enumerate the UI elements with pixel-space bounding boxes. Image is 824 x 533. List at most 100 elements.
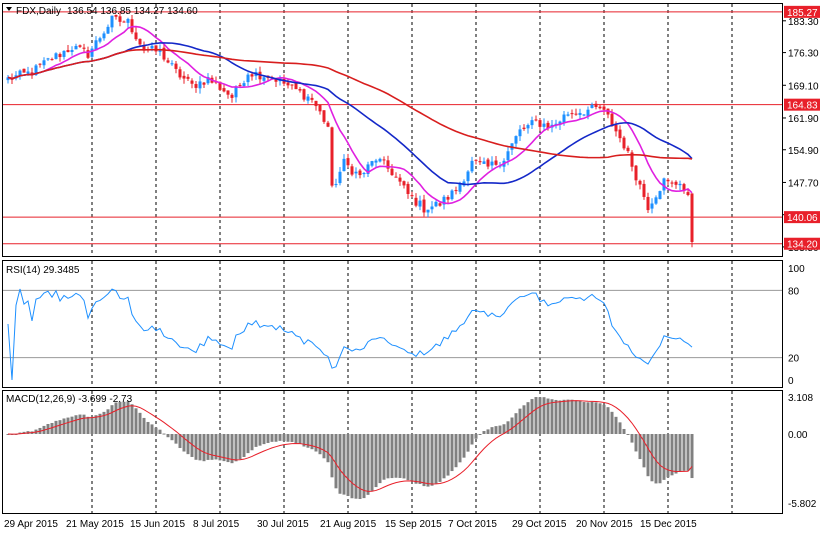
macd-bar	[550, 399, 554, 434]
candle-body	[650, 203, 654, 209]
macd-bar	[138, 412, 142, 434]
macd-bar	[74, 415, 78, 434]
macd-signal-polyline	[7, 400, 693, 492]
macd-bar	[298, 434, 302, 444]
panel-frames	[2, 3, 783, 514]
macd-bar	[214, 434, 218, 460]
candle-body	[506, 151, 510, 161]
macd-bar	[530, 399, 534, 434]
price-level-label: 140.06	[787, 213, 818, 224]
candle-body	[658, 191, 662, 200]
candle-body	[58, 54, 62, 58]
macd-bar	[542, 397, 546, 434]
macd-bar	[102, 411, 106, 434]
candle-body	[642, 183, 646, 197]
macd-bar	[494, 426, 498, 434]
candle-body	[334, 184, 338, 186]
candle-body	[610, 113, 614, 127]
moving-averages	[7, 25, 693, 205]
candle-body	[178, 69, 182, 78]
macd-bar	[330, 434, 334, 478]
candlesticks	[6, 11, 694, 248]
macd-bar	[570, 399, 574, 434]
macd-bar	[638, 434, 642, 460]
candle-body	[654, 197, 658, 204]
macd-bar	[306, 434, 310, 448]
macd-bar	[634, 434, 638, 452]
candle-body	[398, 177, 402, 182]
macd-bar	[606, 407, 610, 434]
macd-bar	[350, 434, 354, 499]
dropdown-triangle-icon[interactable]	[6, 7, 12, 11]
macd-bar	[86, 416, 90, 434]
candle-body	[170, 63, 174, 65]
candle-body	[186, 76, 190, 79]
rsi-line	[7, 288, 693, 381]
macd-bar	[610, 411, 614, 434]
symbol-label[interactable]: FDX,Daily	[16, 6, 61, 17]
macd-bar	[278, 434, 282, 441]
candle-body	[206, 77, 210, 84]
macd-bar	[406, 434, 410, 481]
macd-bar	[674, 434, 678, 474]
candle-body	[102, 33, 106, 39]
macd-bar	[470, 434, 474, 445]
macd-bar	[310, 434, 314, 450]
ohlc-values: 136.54 136.85 134.27 134.60	[67, 6, 198, 17]
candle-body	[246, 74, 250, 83]
candle-body	[86, 50, 90, 58]
macd-bar	[482, 431, 486, 434]
candle-body	[418, 200, 422, 207]
macd-bar	[166, 434, 170, 438]
candle-body	[522, 127, 526, 129]
candle-body	[490, 161, 494, 166]
macd-bar	[126, 401, 130, 434]
candle-body	[150, 45, 154, 49]
macd-bar	[390, 434, 394, 479]
macd-bar	[94, 415, 98, 434]
macd-bar	[670, 434, 674, 476]
candle-body	[198, 81, 202, 89]
price-level-label: 164.83	[787, 101, 818, 112]
macd-bar	[658, 434, 662, 484]
vertical-grid	[91, 4, 733, 513]
candle-body	[422, 199, 426, 213]
macd-bar	[498, 425, 502, 434]
candle-body	[690, 193, 694, 242]
macd-bar	[242, 434, 246, 457]
candle-body	[74, 45, 78, 50]
rsi-title: RSI(14) 29.3485	[6, 265, 80, 276]
candle-body	[378, 158, 382, 162]
macd-bar	[118, 401, 122, 434]
x-axis-label: 15 Jun 2015	[130, 519, 185, 530]
price-tick-label: 169.10	[788, 81, 819, 92]
macd-bar	[186, 434, 190, 455]
macd-bar	[130, 404, 134, 434]
macd-bar	[334, 434, 338, 489]
macd-bar	[558, 400, 562, 434]
candle-body	[182, 75, 186, 79]
macd-bar	[142, 417, 146, 434]
rsi-y-axis: 100 80 20 0	[788, 264, 805, 387]
candle-body	[546, 122, 550, 129]
macd-bar	[602, 404, 606, 434]
macd-bar	[654, 434, 658, 484]
macd-tick-label: -5.802	[788, 499, 817, 510]
macd-bar	[286, 434, 290, 442]
candle-body	[518, 129, 522, 137]
macd-bar	[650, 434, 654, 482]
macd-histogram	[6, 397, 694, 500]
macd-bar	[366, 434, 370, 495]
rsi-tick-label: 80	[788, 286, 800, 297]
macd-bar	[354, 434, 358, 499]
macd-bar	[450, 434, 454, 472]
x-axis-labels: 29 Apr 2015 21 May 2015 15 Jun 2015 8 Jul 2…	[4, 519, 697, 530]
candle-body	[230, 94, 234, 98]
macd-bar	[174, 434, 178, 444]
macd-bar	[250, 434, 254, 451]
candle-body	[570, 113, 574, 115]
candle-body	[326, 122, 330, 127]
x-axis-label: 7 Oct 2015	[448, 519, 497, 530]
candle-body	[630, 152, 634, 167]
